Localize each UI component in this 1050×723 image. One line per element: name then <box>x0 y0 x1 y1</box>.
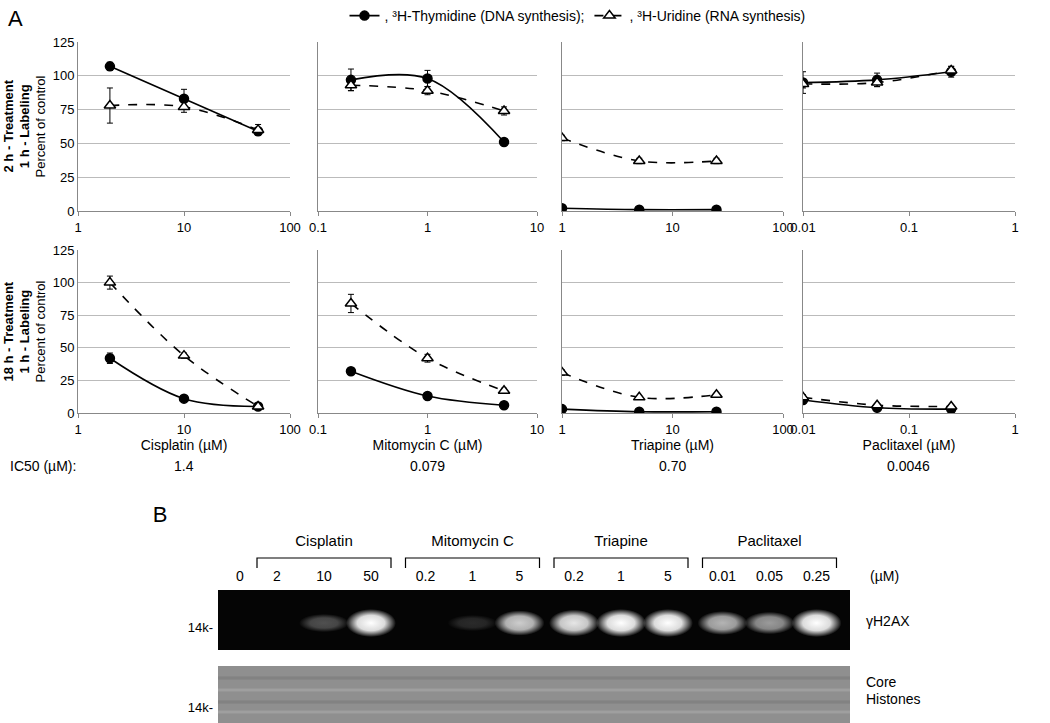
svg-text:100: 100 <box>53 275 75 290</box>
svg-text:1: 1 <box>74 422 81 437</box>
svg-text:2 h - Treatment1 h - Labeling: 2 h - Treatment1 h - Labeling <box>1 79 33 172</box>
svg-text:0.01: 0.01 <box>709 568 736 584</box>
svg-text:0.1: 0.1 <box>309 220 327 235</box>
svg-text:10: 10 <box>665 422 679 437</box>
svg-text:0.1: 0.1 <box>900 220 918 235</box>
svg-text:100: 100 <box>53 68 75 83</box>
svg-text:Paclitaxel (µM): Paclitaxel (µM) <box>863 437 956 453</box>
svg-text:1: 1 <box>424 422 431 437</box>
svg-text:0.25: 0.25 <box>803 568 830 584</box>
svg-text:1: 1 <box>424 220 431 235</box>
svg-text:0.1: 0.1 <box>900 422 918 437</box>
svg-text:0: 0 <box>67 204 74 219</box>
svg-text:γH2AX: γH2AX <box>866 613 910 629</box>
svg-text:Histones: Histones <box>866 691 920 707</box>
svg-text:18 h - Treatment1 h - Labeling: 18 h - Treatment1 h - Labeling <box>1 281 33 381</box>
svg-text:5: 5 <box>516 568 524 584</box>
svg-text:0.079: 0.079 <box>410 458 445 474</box>
svg-text:1: 1 <box>1011 422 1018 437</box>
svg-text:10: 10 <box>530 422 544 437</box>
svg-text:10: 10 <box>316 568 332 584</box>
svg-text:14k-: 14k- <box>188 700 213 715</box>
svg-text:Cisplatin (µM): Cisplatin (µM) <box>141 437 228 453</box>
svg-text:0: 0 <box>236 568 244 584</box>
svg-text:0.01: 0.01 <box>790 422 815 437</box>
svg-text:Mitomycin C: Mitomycin C <box>431 532 514 549</box>
svg-text:100: 100 <box>772 220 794 235</box>
svg-text:1: 1 <box>558 220 565 235</box>
svg-text:Core: Core <box>866 674 897 690</box>
svg-text:Percent of control: Percent of control <box>33 280 48 382</box>
svg-text:1: 1 <box>1011 220 1018 235</box>
svg-text:0.01: 0.01 <box>790 220 815 235</box>
svg-text:100: 100 <box>772 422 794 437</box>
svg-text:0.0046: 0.0046 <box>887 458 930 474</box>
svg-text:0.70: 0.70 <box>659 458 686 474</box>
svg-text:Percent of control: Percent of control <box>33 75 48 177</box>
svg-text:(µM): (µM) <box>870 568 899 584</box>
svg-text:IC50 (µM):: IC50 (µM): <box>10 458 76 474</box>
svg-text:10: 10 <box>530 220 544 235</box>
svg-text:25: 25 <box>60 373 74 388</box>
svg-text:10: 10 <box>665 220 679 235</box>
svg-text:1: 1 <box>74 220 81 235</box>
svg-text:0: 0 <box>67 406 74 421</box>
svg-text:1: 1 <box>617 568 625 584</box>
svg-text:Triapine: Triapine <box>594 532 648 549</box>
svg-text:0.2: 0.2 <box>416 568 436 584</box>
svg-text:50: 50 <box>60 340 74 355</box>
svg-text:25: 25 <box>60 170 74 185</box>
svg-text:1.4: 1.4 <box>174 458 194 474</box>
svg-text:Cisplatin: Cisplatin <box>295 532 353 549</box>
svg-text:50: 50 <box>363 568 379 584</box>
svg-text:Triapine (µM): Triapine (µM) <box>631 437 714 453</box>
svg-text:75: 75 <box>60 102 74 117</box>
svg-text:0.2: 0.2 <box>564 568 584 584</box>
svg-text:125: 125 <box>53 243 75 258</box>
svg-text:14k-: 14k- <box>188 620 213 635</box>
svg-text:75: 75 <box>60 308 74 323</box>
svg-text:Paclitaxel: Paclitaxel <box>737 532 801 549</box>
svg-text:100: 100 <box>279 220 301 235</box>
svg-text:, ³H-Thymidine (DNA synthesis): , ³H-Thymidine (DNA synthesis); <box>385 8 585 24</box>
svg-text:125: 125 <box>53 35 75 50</box>
svg-text:50: 50 <box>60 136 74 151</box>
svg-text:100: 100 <box>279 422 301 437</box>
svg-text:1: 1 <box>558 422 565 437</box>
svg-text:10: 10 <box>177 220 191 235</box>
svg-text:10: 10 <box>177 422 191 437</box>
svg-text:Mitomycin C (µM): Mitomycin C (µM) <box>373 437 483 453</box>
svg-text:5: 5 <box>664 568 672 584</box>
svg-text:0.1: 0.1 <box>309 422 327 437</box>
svg-text:0.05: 0.05 <box>756 568 783 584</box>
svg-text:, ³H-Uridine (RNA synthesis): , ³H-Uridine (RNA synthesis) <box>629 8 805 24</box>
svg-text:B: B <box>153 502 168 527</box>
svg-text:1: 1 <box>469 568 477 584</box>
svg-text:A: A <box>8 6 23 31</box>
svg-text:2: 2 <box>273 568 281 584</box>
